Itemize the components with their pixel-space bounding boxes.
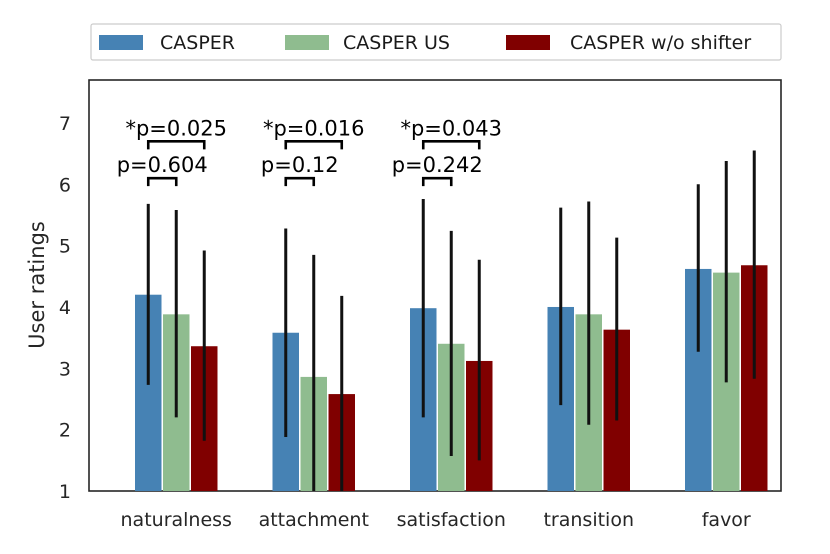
significance-label: *p=0.025: [125, 116, 227, 140]
legend-label-casper: CASPER: [160, 32, 235, 54]
significance-label: p=0.242: [392, 153, 483, 177]
significance-bracket: [284, 176, 316, 187]
category-label-favor: favor: [702, 509, 751, 531]
significance-bracket: [146, 140, 206, 150]
y-axis-label: User ratings: [25, 221, 49, 349]
y-tick-label: 7: [59, 113, 71, 135]
category-label-satisfaction: satisfaction: [397, 509, 506, 531]
category-label-attachment: attachment: [259, 509, 369, 531]
legend-swatch-casper: [99, 35, 143, 50]
legend: CASPER CASPER US CASPER w/o shifter: [90, 23, 782, 61]
category-labels: naturalness attachment satisfaction transit…: [121, 509, 751, 531]
significance-label: p=0.12: [261, 153, 339, 177]
significance-label: *p=0.043: [400, 116, 502, 140]
legend-label-casper-us: CASPER US: [343, 32, 450, 54]
y-ticks: 1 2 3 4 5 6 7: [59, 113, 71, 503]
category-label-naturalness: naturalness: [121, 509, 232, 531]
y-tick-label: 5: [59, 236, 71, 258]
y-tick-label: 4: [59, 297, 71, 319]
legend-swatch-casper-wo-shifter: [506, 35, 550, 50]
y-tick-label: 2: [59, 420, 71, 442]
significance-bracket: [284, 140, 344, 150]
y-tick-label: 6: [59, 174, 71, 196]
error-bars: [146, 150, 756, 491]
legend-label-casper-wo-shifter: CASPER w/o shifter: [570, 32, 751, 54]
significance-bracket: [421, 140, 481, 150]
category-label-transition: transition: [543, 509, 634, 531]
significance-label: p=0.604: [117, 153, 208, 177]
significance-annotations: p=0.604 *p=0.025 p=0.12 *p=0.016 p=0.242 *p=0…: [117, 116, 502, 187]
legend-frame: [90, 23, 782, 61]
significance-label: *p=0.016: [263, 116, 365, 140]
significance-bracket: [421, 176, 453, 187]
legend-swatch-casper-us: [285, 35, 329, 50]
y-tick-label: 3: [59, 358, 71, 380]
y-tick-label: 1: [59, 481, 71, 503]
significance-bracket: [146, 176, 178, 187]
